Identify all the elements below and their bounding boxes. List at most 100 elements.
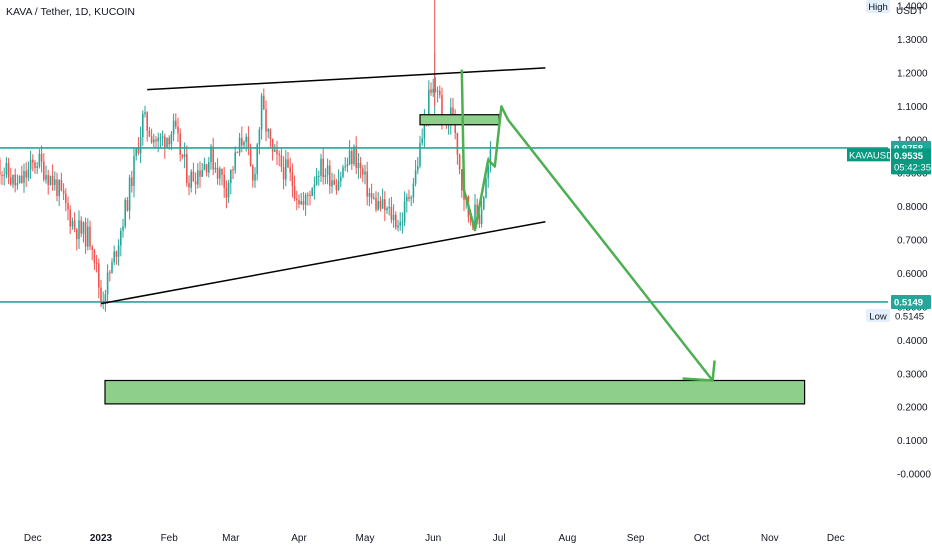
low-badge-label: Low [869, 311, 887, 322]
candle-body [54, 179, 56, 186]
candle-body [282, 166, 285, 180]
y-tick-label: 0.3000 [897, 369, 928, 380]
candle-body [243, 141, 245, 146]
candle-body [278, 154, 280, 156]
chart-title: KAVA / Tether, 1D, KUCOIN [6, 6, 135, 18]
resistance-box [419, 114, 500, 126]
candle-body [14, 174, 16, 186]
candle-body [91, 246, 93, 250]
candle-body [177, 126, 179, 134]
y-tick-label: 1.0000 [897, 135, 928, 146]
candle-body [67, 203, 69, 210]
candle-body [274, 149, 276, 152]
candle-body [324, 174, 327, 178]
candle-body [60, 180, 63, 191]
candle-body [153, 139, 155, 143]
candle-body [219, 168, 221, 179]
candle-body [254, 173, 256, 181]
y-tick-label: 0.8000 [897, 202, 928, 213]
candle-body [256, 144, 258, 174]
candle-body [293, 186, 296, 199]
candle-body [392, 214, 395, 221]
candle-body [3, 174, 5, 176]
candle-body [258, 129, 261, 145]
candle-body [142, 114, 144, 138]
candle-body [194, 181, 197, 185]
candle-body [249, 148, 252, 166]
y-tick-label: 1.4000 [897, 2, 928, 13]
candle-body [302, 201, 305, 205]
candle-body [487, 165, 489, 179]
candle-body [238, 137, 241, 153]
candle-body [80, 220, 82, 234]
y-tick-label: 0.1000 [897, 436, 928, 447]
candle-body [234, 152, 236, 171]
candle-body [291, 172, 294, 187]
x-tick-label: Aug [559, 533, 577, 544]
candle-body [346, 164, 349, 167]
candle-body [366, 171, 368, 197]
candle-body [43, 161, 45, 180]
candle-body [21, 175, 23, 183]
candle-body [87, 226, 89, 247]
candle-body [342, 167, 344, 177]
y-tick-label: -0.0000 [897, 470, 931, 481]
last-price-badge [891, 148, 931, 175]
candle-body [199, 170, 201, 177]
y-tick-label: 1.1000 [897, 102, 928, 113]
x-tick-label: May [356, 533, 375, 544]
candle-body [148, 130, 151, 137]
price-axis: 1.40001.30001.20001.10001.00000.90000.80… [847, 0, 931, 481]
candle-body [208, 162, 210, 173]
candle-body [489, 149, 492, 166]
candle-body [386, 208, 388, 211]
upper-trendline [147, 67, 546, 91]
candle-body [172, 120, 175, 135]
candle-body [181, 154, 184, 157]
y-tick-label: 0.7000 [897, 236, 928, 247]
candle-body [113, 251, 115, 263]
candle-body [480, 209, 483, 224]
y-tick-label: 0.2000 [897, 403, 928, 414]
candle-body [408, 196, 410, 199]
candle-body [166, 137, 168, 148]
x-tick-label: Jul [493, 533, 506, 544]
symbol-tag-label: KAVAUSDT [849, 150, 899, 161]
candle-body [355, 146, 357, 168]
candle-body [58, 180, 60, 196]
candle-body [388, 206, 390, 209]
candle-body [373, 197, 375, 199]
candle-body [65, 193, 67, 204]
candle-body [403, 201, 406, 223]
candle-body [38, 153, 41, 167]
currency-label: USDT [896, 6, 924, 17]
candle-body [29, 159, 32, 170]
candle-body [236, 152, 239, 154]
candle-body [7, 163, 10, 178]
candle-body [423, 118, 426, 139]
candle-body [412, 183, 415, 198]
candle-body [414, 170, 417, 184]
candle-body [161, 136, 164, 138]
candle-body [98, 263, 100, 288]
candle-body [245, 136, 247, 142]
candle-body [5, 163, 8, 175]
candle-body [186, 154, 188, 184]
candle-body [368, 193, 371, 197]
level-badge-lower [891, 294, 931, 309]
candle-body [214, 167, 217, 170]
candle-body [320, 158, 322, 176]
candle-body [137, 148, 140, 154]
candle-body [485, 178, 487, 198]
y-tick-label: 0.6000 [897, 269, 928, 280]
candle-body [122, 226, 124, 231]
candle-body [421, 138, 423, 144]
candle-body [276, 149, 278, 155]
candle-body [318, 175, 320, 177]
candle-body [93, 249, 96, 263]
x-tick-label: Jun [425, 533, 441, 544]
candle-body [62, 190, 65, 194]
candle-body [190, 171, 192, 188]
candle-body [461, 169, 463, 191]
